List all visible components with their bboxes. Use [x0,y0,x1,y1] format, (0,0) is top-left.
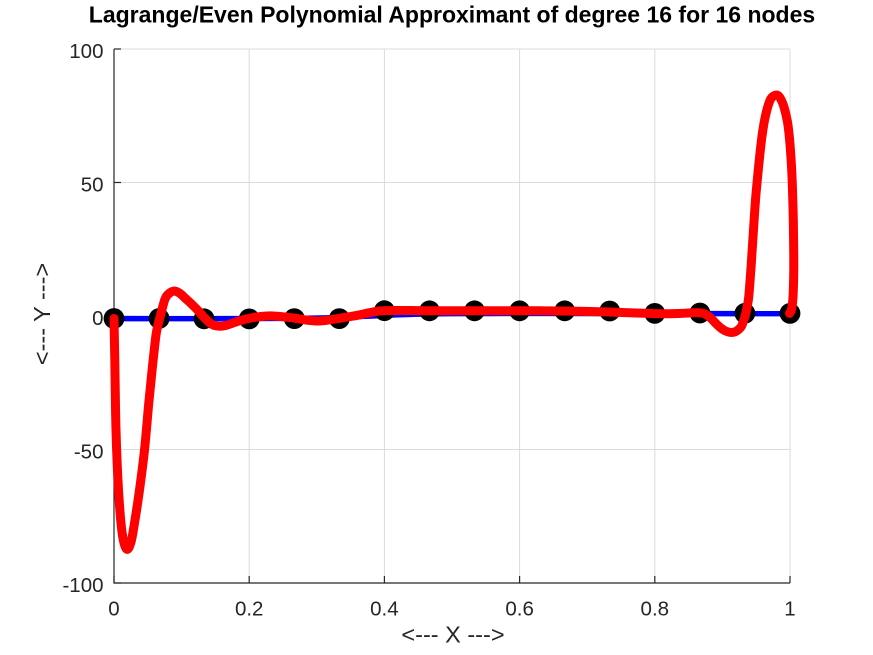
svg-text:-50: -50 [74,441,104,464]
svg-text:0: 0 [108,598,119,621]
svg-text:0.2: 0.2 [235,598,264,621]
svg-text:1: 1 [784,598,795,621]
svg-text:<--- Y --->: <--- Y ---> [29,263,55,365]
svg-text:100: 100 [69,40,103,63]
svg-text:50: 50 [81,174,104,197]
svg-text:<--- X --->: <--- X ---> [401,622,504,648]
svg-text:-100: -100 [62,574,103,597]
svg-text:0: 0 [92,307,103,330]
svg-text:0.8: 0.8 [641,598,670,621]
svg-text:0.4: 0.4 [370,598,399,621]
svg-text:Lagrange/Even Polynomial Appro: Lagrange/Even Polynomial Approximant of … [89,2,815,28]
svg-text:0.6: 0.6 [505,598,534,621]
